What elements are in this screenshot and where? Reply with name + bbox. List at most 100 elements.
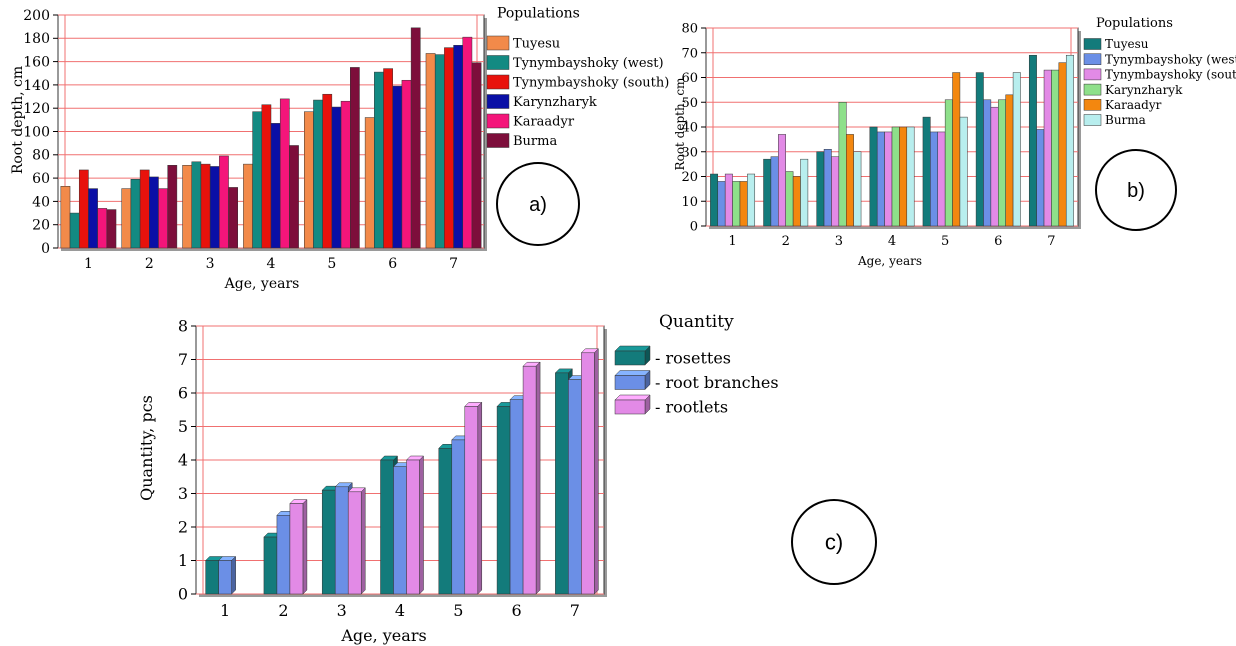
panel-tag-label: a) [529,194,547,216]
bar [149,176,159,249]
legend-swatch-top [614,345,651,352]
bar [944,99,953,227]
bar [732,181,741,227]
legend-title: Populations [497,6,580,22]
bar [218,560,232,595]
legend-swatch [486,94,510,109]
bar [406,459,420,595]
x-tick-label: 5 [941,234,949,249]
legend-swatch [1083,83,1102,96]
y-tick-label: 140 [23,78,50,94]
y-tick-label: 100 [23,124,50,140]
bar-side [594,348,599,595]
bar [1051,69,1060,227]
panel-tag-circle [791,499,877,585]
x-tick-label: 2 [278,601,288,620]
bar [393,466,407,595]
x-tick-label: 1 [84,256,93,272]
bar [763,158,772,227]
bar [937,131,946,227]
y-tick-label: 7 [178,350,188,369]
bar [831,156,840,227]
bar [425,53,436,249]
chart-c: 0 1 2 3 4 5 6 7 8 1 2 3 4 5 6 7 Age, years Quantity, pcs Q… [137,312,877,645]
bar [289,145,299,249]
bar [785,171,794,227]
bar [69,212,80,249]
bar [331,106,342,249]
y-tick-label: 10 [681,195,698,210]
bar-side [477,401,483,595]
x-tick-label: 7 [449,256,458,272]
bar [261,104,272,249]
y-tick-label: 70 [681,46,698,61]
bar [121,188,132,249]
bar [219,155,229,249]
bar [78,169,89,249]
legend-swatch [1083,38,1102,50]
bar [167,165,178,249]
legend-label: - rootlets [655,398,728,417]
x-tick-label: 2 [145,256,154,272]
bar-side [231,555,236,595]
legend-swatch [1083,114,1102,126]
legend-label: Karaadyr [1105,98,1162,112]
bar [983,99,992,227]
y-tick-label: 5 [178,417,188,436]
bar [97,208,108,249]
bar [823,149,832,227]
y-tick-label: 200 [23,8,50,24]
bar [747,173,756,227]
bar [846,134,854,227]
y-tick-label: 20 [32,218,50,234]
bar [930,131,938,227]
bar [289,503,304,595]
bar [322,93,333,249]
y-tick-label: 1 [178,551,188,570]
panel-tag-label: c) [825,530,843,555]
bar [453,45,464,249]
chart-b: 0 10 20 30 40 50 60 70 80 1 2 3 4 5 6 7 Age, years Root d… [673,16,1236,268]
bar [1005,94,1014,227]
bar [471,62,482,249]
bar [434,54,445,249]
bar [922,116,931,227]
bar [952,72,961,227]
bar [869,126,878,227]
bar [130,179,141,249]
bar [581,352,595,595]
x-tick-label: 5 [453,601,463,620]
bar [410,27,421,249]
legend-label: Tuyesu [513,37,560,52]
legend-label: Tynymbayshoky (west) [513,56,664,71]
bar [816,151,825,227]
legend-swatch [1083,99,1102,111]
y-tick-label: 3 [178,484,188,503]
y-tick-label: 40 [32,194,50,210]
legend-swatch [614,399,646,415]
legend-swatch-top [614,370,651,376]
x-tick-label: 6 [511,601,521,620]
bar [383,68,393,249]
legend-label: Tynymbayshoky (west) [1105,52,1236,66]
legend-label: Karynzharyk [1105,83,1183,97]
bar [1036,129,1045,227]
y-tick-label: 6 [178,384,188,403]
legend-swatch [1083,53,1102,65]
bar [340,100,351,249]
x-axis-label: Age, years [224,276,300,292]
legend-swatch [486,55,510,70]
x-tick-label: 7 [1047,234,1055,249]
x-tick-label: 3 [835,234,843,249]
bar [853,151,862,227]
legend-label: - rosettes [655,349,731,368]
y-tick-label: 30 [681,145,698,160]
x-tick-label: 3 [337,601,347,620]
bar [800,158,809,227]
bar-side [419,455,424,595]
x-tick-label: 6 [388,256,397,272]
legend-label: Tuyesu [1105,37,1149,51]
legend-swatch [614,350,646,366]
bar [438,448,453,595]
bar-side [302,498,308,595]
